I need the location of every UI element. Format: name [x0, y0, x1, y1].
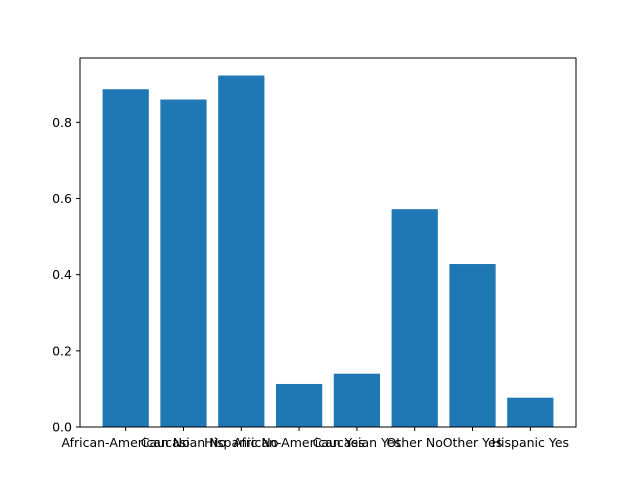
x-tick-label: Caucasian No [141, 435, 226, 450]
x-tick-label: Other No [386, 435, 442, 450]
x-tick-label: Hispanic Yes [492, 435, 569, 450]
bar [333, 373, 381, 427]
x-tick-label: African-American No [62, 435, 190, 450]
plot-frame [79, 57, 577, 428]
y-tick-label: 0.2 [52, 343, 72, 358]
bars-layer [102, 75, 554, 428]
y-tick-label: 0.4 [52, 267, 72, 282]
x-tick-label: Caucasian Yes [313, 435, 402, 450]
x-tick-label: Other Yes [443, 435, 503, 450]
bar [275, 383, 323, 427]
bar [160, 99, 207, 427]
y-axis: 0.0 0.2 0.4 0.6 0.8 [52, 115, 80, 435]
y-tick-label: 0.0 [52, 420, 72, 435]
bar [449, 264, 496, 427]
bar [391, 209, 438, 427]
x-tick-label: Hispanic No [204, 435, 278, 450]
x-tick-label: African-American Yes [233, 435, 364, 450]
bar [218, 75, 265, 428]
y-tick-label: 0.8 [52, 115, 72, 130]
y-tick-label: 0.6 [52, 191, 72, 206]
bar [507, 397, 554, 427]
bar [102, 89, 149, 427]
